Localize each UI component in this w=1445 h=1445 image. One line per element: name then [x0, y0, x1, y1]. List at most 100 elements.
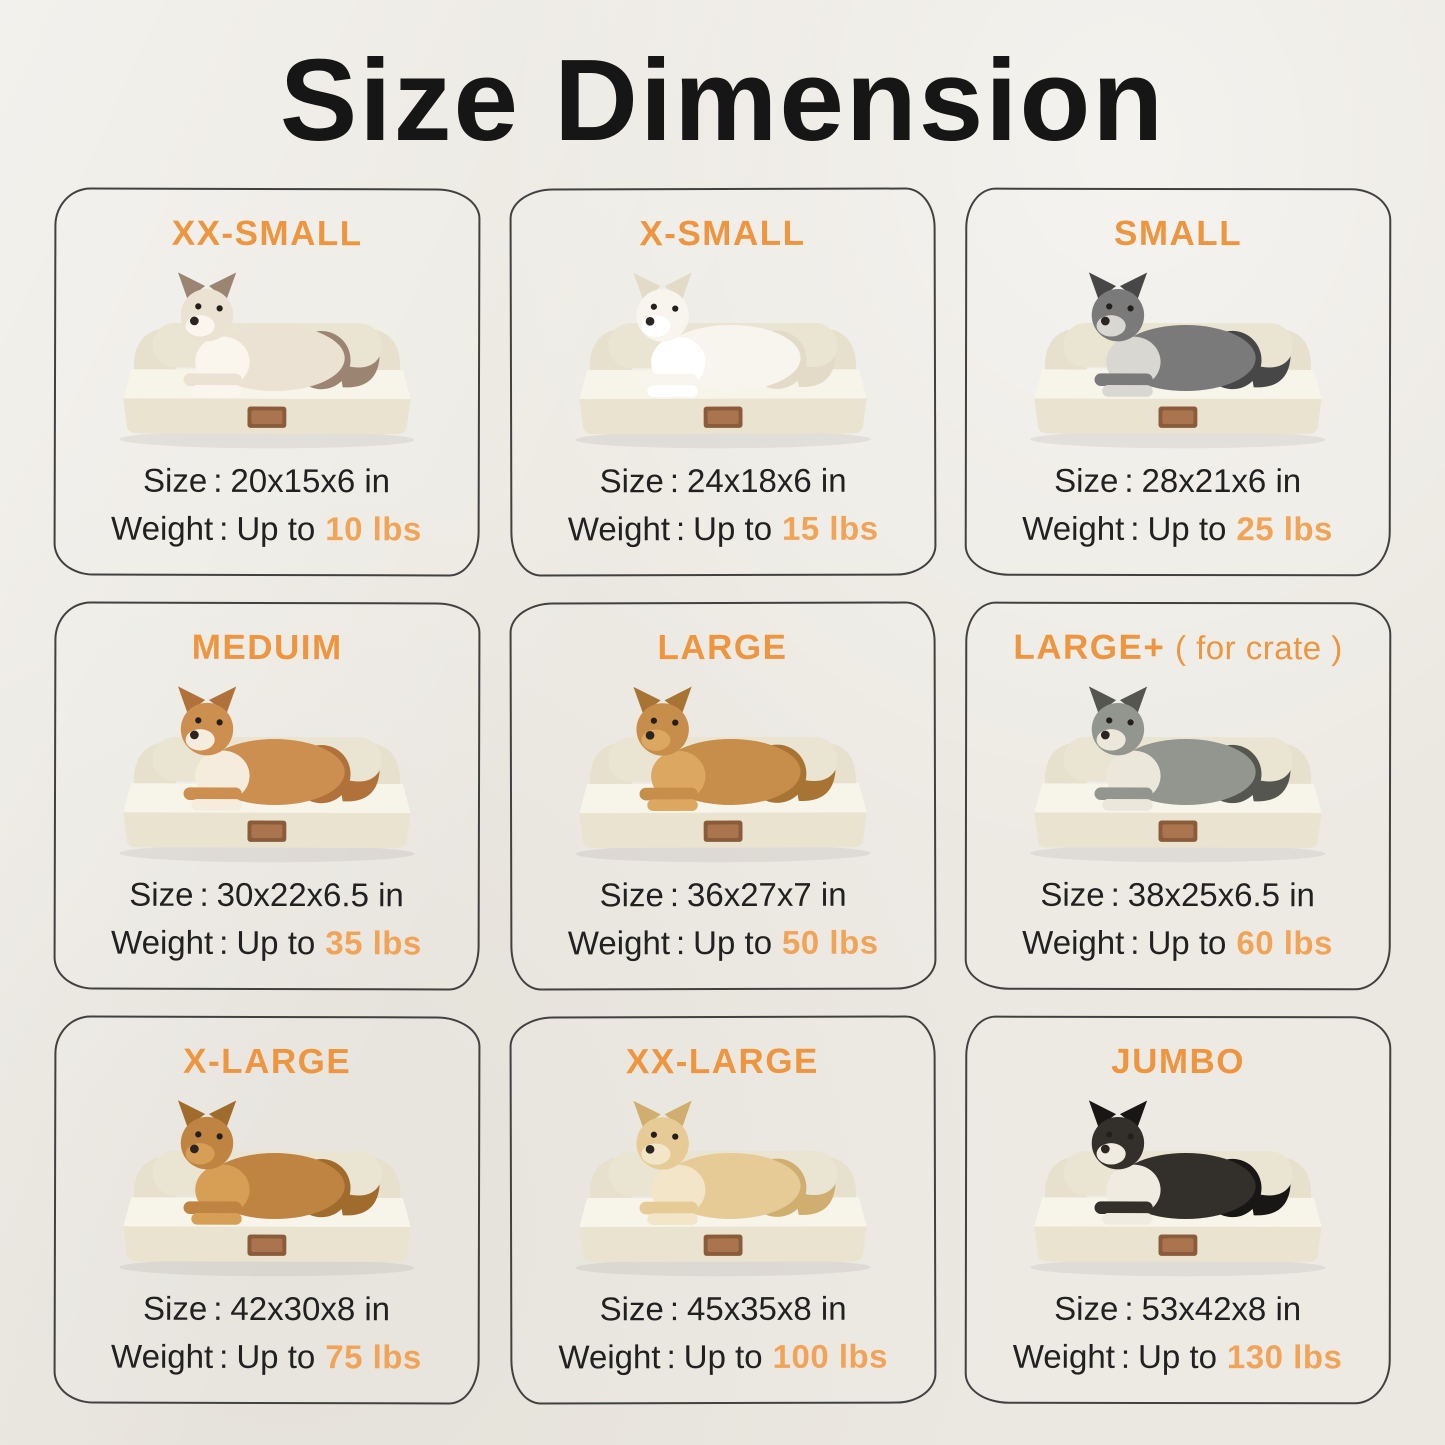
size-label: Size — [129, 875, 194, 913]
colon: : — [219, 509, 229, 547]
size-name-label: SMALL — [1114, 213, 1243, 253]
colon: : — [669, 1289, 679, 1327]
weight-label: Weight — [111, 509, 214, 547]
ragdoll-cat-on-bed-photo — [119, 272, 415, 449]
weight-limit-line: Weight: Up to 35 lbs — [111, 923, 422, 962]
size-value: 38x25x6.5 in — [1128, 875, 1316, 914]
size-card: JUMBO — [964, 1015, 1392, 1405]
size-value: 30x22x6.5 in — [216, 875, 404, 914]
size-label: Size — [599, 461, 664, 500]
size-label: Size — [1054, 1289, 1119, 1327]
size-card: XX-SMALL — [53, 187, 481, 577]
yellow-labrador-on-bed-photo — [575, 1100, 871, 1277]
size-name-label: LARGE — [657, 627, 788, 667]
weight-prefix: Up to — [236, 1337, 316, 1375]
weight-prefix: Up to — [1147, 923, 1227, 961]
schnauzer-on-bed-photo — [1030, 272, 1326, 449]
weight-prefix: Up to — [692, 509, 772, 547]
pet-bed-photo — [519, 253, 925, 462]
weight-label: Weight — [567, 923, 670, 962]
size-value: 42x30x8 in — [230, 1289, 391, 1328]
golden-retriever-on-bed-photo — [575, 686, 871, 863]
weight-prefix: Up to — [692, 923, 772, 961]
pet-bed-photo — [64, 667, 470, 876]
size-name-label: X-LARGE — [183, 1041, 352, 1082]
colon: : — [675, 509, 685, 547]
pet-graphic — [632, 1100, 836, 1225]
pet-bed-photo — [64, 1081, 470, 1290]
colon: : — [1124, 461, 1134, 499]
max-weight-value: 75 lbs — [325, 1337, 422, 1376]
pet-graphic — [177, 272, 380, 397]
colon: : — [669, 461, 679, 499]
weight-prefix: Up to — [1138, 1337, 1218, 1375]
colon: : — [199, 875, 209, 913]
size-card: X-LARGE — [53, 1015, 481, 1405]
size-value: 28x21x6 in — [1141, 461, 1302, 500]
size-name-heading: LARGE — [657, 628, 787, 668]
colon: : — [219, 1337, 229, 1375]
australian-shepherd-on-bed-photo — [1030, 686, 1326, 863]
max-weight-value: 10 lbs — [325, 509, 422, 548]
colon: : — [219, 923, 229, 961]
pet-graphic — [632, 686, 836, 811]
weight-label: Weight — [1013, 1337, 1116, 1375]
weight-limit-line: Weight: Up to 10 lbs — [111, 509, 422, 548]
colon: : — [213, 1289, 223, 1327]
size-dimension-line: Size:36x27x7 in — [599, 875, 846, 914]
size-grid: XX-SMALL — [0, 187, 1445, 1405]
size-name-heading: X-SMALL — [639, 214, 805, 254]
size-name-label: X-SMALL — [639, 213, 806, 254]
size-card: MEDUIM — [53, 601, 481, 991]
colon: : — [675, 923, 685, 961]
weight-prefix: Up to — [683, 1337, 763, 1375]
colon: : — [1130, 923, 1140, 961]
size-value: 36x27x7 in — [686, 875, 847, 913]
size-label: Size — [143, 461, 208, 499]
weight-label: Weight — [1022, 509, 1125, 547]
golden-retriever-on-bed-photo — [119, 1100, 415, 1277]
pet-bed-photo — [975, 667, 1381, 876]
pet-bed-photo — [519, 1081, 925, 1290]
size-name-heading: SMALL — [1114, 214, 1242, 254]
size-card: XX-LARGE — [509, 1015, 936, 1405]
size-label: Size — [1040, 875, 1105, 913]
size-dimension-line: Size:42x30x8 in — [143, 1289, 390, 1328]
pet-bed-photo — [519, 667, 925, 876]
size-dimension-line: Size:28x21x6 in — [1054, 462, 1301, 500]
size-label: Size — [599, 1289, 664, 1328]
weight-limit-line: Weight: Up to 130 lbs — [1013, 1338, 1343, 1377]
colon: : — [1130, 509, 1140, 547]
colon: : — [666, 1337, 676, 1375]
size-value: 45x35x8 in — [686, 1289, 847, 1327]
max-weight-value: 15 lbs — [781, 509, 879, 547]
corgi-on-bed-photo — [119, 686, 415, 863]
size-dimension-line: Size:38x25x6.5 in — [1041, 876, 1316, 914]
size-value: 20x15x6 in — [230, 461, 391, 500]
size-label: Size — [599, 875, 664, 914]
weight-limit-line: Weight: Up to 60 lbs — [1022, 924, 1333, 963]
pet-graphic — [1089, 686, 1291, 811]
weight-label: Weight — [558, 1337, 661, 1376]
pet-graphic — [177, 1100, 380, 1225]
size-name-heading: JUMBO — [1111, 1042, 1245, 1082]
weight-prefix: Up to — [236, 509, 316, 547]
size-dimension-line: Size:30x22x6.5 in — [129, 875, 404, 914]
size-dimension-line: Size:20x15x6 in — [143, 461, 390, 500]
size-value: 53x42x8 in — [1141, 1289, 1302, 1328]
colon: : — [1110, 875, 1121, 913]
max-weight-value: 100 lbs — [772, 1337, 888, 1375]
colon: : — [669, 875, 679, 913]
size-name-heading: LARGE+ ( for crate ) — [1014, 628, 1344, 669]
size-label: Size — [143, 1289, 208, 1327]
white-pomeranian-on-bed-photo — [575, 272, 871, 449]
size-name-label: MEDUIM — [191, 627, 343, 667]
size-card: X-SMALL — [509, 187, 936, 577]
size-name-heading: XX-LARGE — [626, 1042, 819, 1083]
weight-prefix: Up to — [1147, 509, 1227, 547]
size-name-heading: XX-SMALL — [172, 214, 363, 254]
pet-bed-photo — [975, 1081, 1381, 1290]
max-weight-value: 60 lbs — [1236, 923, 1334, 962]
weight-limit-line: Weight: Up to 100 lbs — [558, 1337, 888, 1376]
